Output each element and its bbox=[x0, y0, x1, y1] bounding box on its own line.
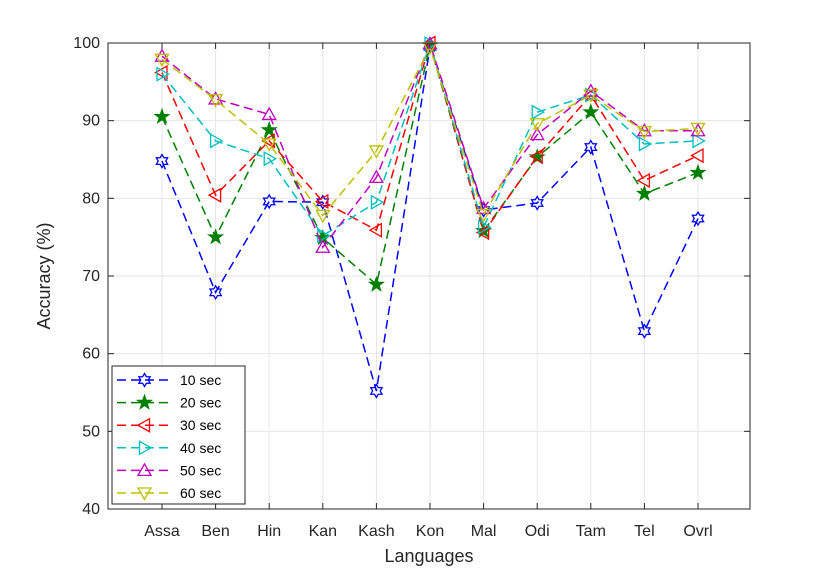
y-tick-label: 70 bbox=[82, 268, 100, 285]
x-tick-label: Tel bbox=[634, 523, 654, 540]
data-point bbox=[583, 89, 599, 103]
data-point bbox=[692, 133, 706, 149]
legend: 10 sec 20 sec 30 sec 40 sec 50 sec 60 sec bbox=[111, 365, 246, 505]
data-point bbox=[636, 172, 651, 189]
data-point bbox=[369, 383, 384, 399]
data-point bbox=[689, 163, 707, 180]
legend-entry: 20 sec bbox=[117, 393, 221, 411]
series-line bbox=[161, 41, 698, 249]
series-30-sec bbox=[154, 35, 704, 241]
y-tick-label: 100 bbox=[73, 35, 100, 52]
data-point bbox=[529, 126, 545, 141]
data-point bbox=[582, 103, 600, 120]
x-tick-label: Tam bbox=[576, 523, 606, 540]
data-point bbox=[584, 139, 598, 155]
data-point bbox=[635, 184, 653, 201]
y-tick-label: 80 bbox=[82, 190, 100, 207]
data-point bbox=[368, 145, 385, 159]
data-point bbox=[260, 121, 278, 138]
legend-label: 20 sec bbox=[180, 395, 221, 411]
data-point bbox=[156, 66, 170, 82]
x-axis-label: Languages bbox=[384, 546, 473, 566]
data-point bbox=[529, 148, 543, 165]
series-40-sec bbox=[156, 36, 706, 244]
y-tick-label: 40 bbox=[82, 501, 100, 518]
data-point bbox=[475, 224, 490, 241]
x-tick-label: Ovrl bbox=[683, 523, 712, 540]
y-tick-label: 90 bbox=[82, 113, 100, 130]
legend-label: 10 sec bbox=[180, 372, 221, 388]
data-point bbox=[262, 193, 276, 210]
y-tick-label: 60 bbox=[82, 346, 100, 363]
data-point bbox=[314, 193, 329, 210]
data-point bbox=[690, 122, 706, 137]
data-point bbox=[154, 48, 170, 62]
data-point bbox=[636, 125, 653, 140]
legend-entry: 40 sec bbox=[117, 440, 221, 456]
data-point bbox=[638, 136, 653, 152]
y-axis-label: Accuracy (%) bbox=[34, 222, 54, 329]
legend-entry: 50 sec bbox=[117, 462, 221, 478]
legend-marker bbox=[136, 462, 153, 477]
data-point bbox=[207, 228, 225, 245]
data-point bbox=[637, 323, 652, 339]
data-point bbox=[691, 210, 705, 227]
data-point bbox=[155, 153, 169, 169]
x-tick-label: Ben bbox=[201, 523, 229, 540]
x-tick-label: Hin bbox=[257, 523, 281, 540]
x-tick-label: Kan bbox=[309, 523, 337, 540]
data-point bbox=[367, 275, 385, 292]
data-point bbox=[368, 222, 383, 238]
data-point bbox=[207, 94, 224, 108]
data-point bbox=[424, 36, 438, 52]
data-point bbox=[529, 118, 545, 132]
data-point bbox=[207, 187, 222, 203]
data-point bbox=[263, 151, 278, 167]
data-point bbox=[261, 138, 277, 152]
legend-label: 50 sec bbox=[180, 462, 221, 478]
legend-entry: 60 sec bbox=[117, 485, 221, 501]
legend-label: 60 sec bbox=[180, 485, 221, 501]
data-point bbox=[261, 106, 277, 121]
data-point bbox=[154, 53, 170, 68]
x-tick-label: Assa bbox=[144, 523, 180, 540]
data-point bbox=[153, 107, 171, 125]
legend-box bbox=[111, 365, 246, 505]
data-point bbox=[530, 195, 544, 211]
data-point bbox=[208, 284, 223, 301]
legend-marker bbox=[138, 440, 153, 456]
x-tick-label: Kash bbox=[358, 523, 394, 540]
legend-marker bbox=[136, 417, 151, 433]
y-tick-label: 50 bbox=[82, 423, 100, 440]
legend-marker bbox=[135, 393, 154, 410]
x-tick-label: Mal bbox=[471, 523, 497, 540]
legend-entry: 30 sec bbox=[117, 417, 221, 433]
x-tick-label: Odi bbox=[525, 523, 550, 540]
data-point bbox=[370, 194, 385, 210]
data-point bbox=[315, 209, 331, 224]
x-tick-label: Kon bbox=[416, 523, 444, 540]
data-point bbox=[315, 239, 331, 253]
legend-label: 30 sec bbox=[180, 417, 221, 433]
legend-label: 40 sec bbox=[180, 440, 221, 456]
legend-marker bbox=[136, 487, 153, 501]
legend-marker bbox=[137, 372, 152, 388]
data-point bbox=[531, 104, 546, 120]
data-point bbox=[690, 148, 704, 164]
data-point bbox=[368, 169, 385, 184]
legend-entry: 10 sec bbox=[117, 372, 221, 388]
data-point bbox=[475, 208, 492, 223]
data-point bbox=[477, 219, 492, 235]
axis-ticks: 40 50 60 70 80 90 100 Assa Ben Hin Kan Kash Kon Mal Od… bbox=[73, 35, 750, 540]
data-point bbox=[209, 133, 224, 149]
